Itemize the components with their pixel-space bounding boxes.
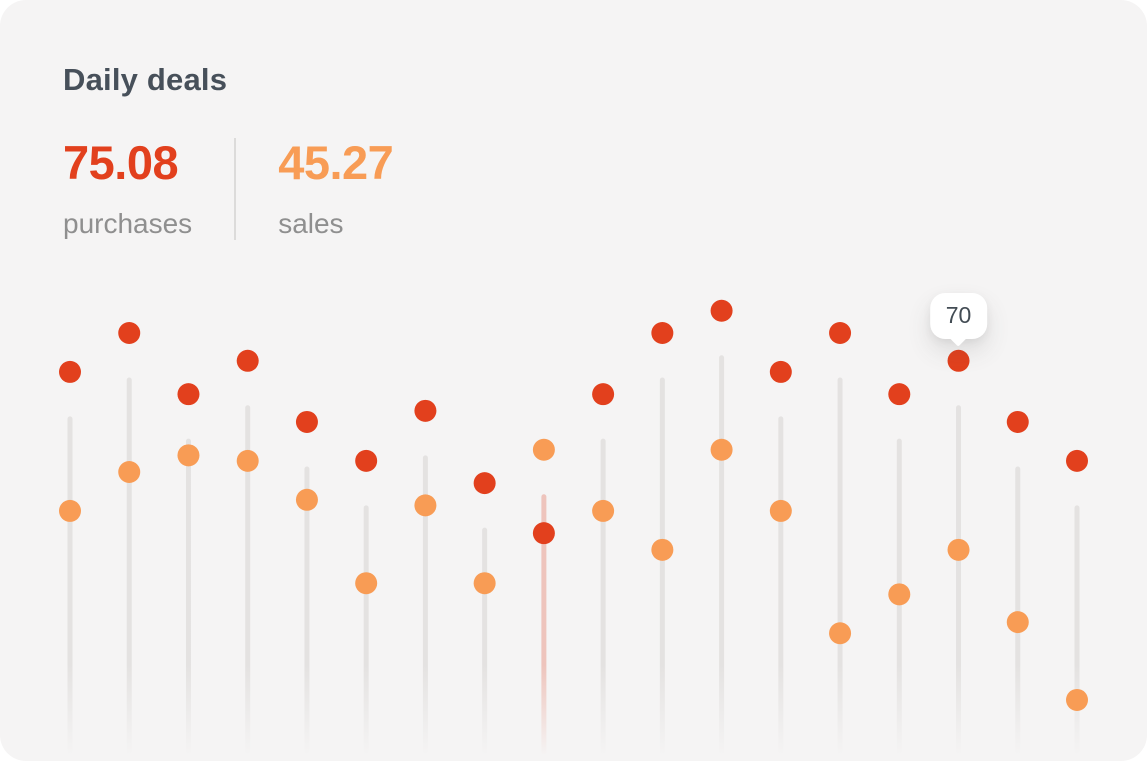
purchases-dot[interactable] — [769, 360, 792, 383]
sales-dot[interactable] — [118, 461, 141, 483]
purchases-dot[interactable] — [295, 410, 318, 433]
purchases-label: purchases — [63, 208, 193, 240]
sales-dot[interactable] — [769, 499, 792, 522]
stats-divider — [234, 138, 237, 241]
sales-dot[interactable] — [710, 438, 733, 461]
purchases-dot[interactable] — [355, 449, 378, 472]
sales-label: sales — [278, 208, 344, 240]
sales-dot[interactable] — [414, 494, 437, 517]
sales-dot[interactable] — [1006, 611, 1029, 634]
purchases-dot[interactable] — [888, 383, 911, 406]
purchases-dot[interactable] — [414, 399, 437, 422]
purchases-dot[interactable] — [118, 322, 141, 344]
sales-dot[interactable] — [473, 572, 496, 595]
purchases-dot[interactable] — [1066, 449, 1088, 472]
stat-purchases: 75.08 purchases — [63, 136, 192, 240]
sales-dot[interactable] — [592, 499, 615, 522]
purchases-dot[interactable] — [947, 349, 970, 372]
sales-dot[interactable] — [947, 538, 970, 561]
sales-dot[interactable] — [295, 488, 318, 511]
card-title: Daily deals — [63, 62, 228, 97]
tooltip-value: 70 — [945, 301, 972, 328]
tooltip: 70 — [929, 292, 988, 339]
purchases-dot[interactable] — [59, 360, 81, 383]
sales-dot[interactable] — [532, 438, 555, 461]
sales-dot[interactable] — [829, 622, 852, 645]
sales-dot[interactable] — [1066, 688, 1088, 711]
sales-dot[interactable] — [651, 538, 674, 561]
purchases-dot[interactable] — [651, 322, 674, 344]
purchases-dot[interactable] — [236, 349, 259, 372]
sales-value: 45.27 — [278, 136, 394, 189]
sales-dot[interactable] — [888, 583, 911, 606]
purchases-dot[interactable] — [710, 299, 733, 322]
purchases-value: 75.08 — [63, 136, 179, 189]
purchases-dot[interactable] — [473, 472, 496, 495]
purchases-dot[interactable] — [1006, 410, 1029, 433]
purchases-dot[interactable] — [592, 383, 615, 406]
sales-dot[interactable] — [355, 572, 378, 595]
purchases-dot[interactable] — [177, 383, 200, 406]
purchases-dot[interactable] — [532, 522, 555, 545]
stat-sales: 45.27 sales — [278, 136, 394, 240]
sales-dot[interactable] — [177, 444, 200, 467]
purchases-dot[interactable] — [829, 322, 852, 344]
sales-dot[interactable] — [236, 449, 259, 472]
stats-row: 75.08 purchases 45.27 sales — [63, 136, 394, 241]
sales-dot[interactable] — [59, 499, 81, 522]
